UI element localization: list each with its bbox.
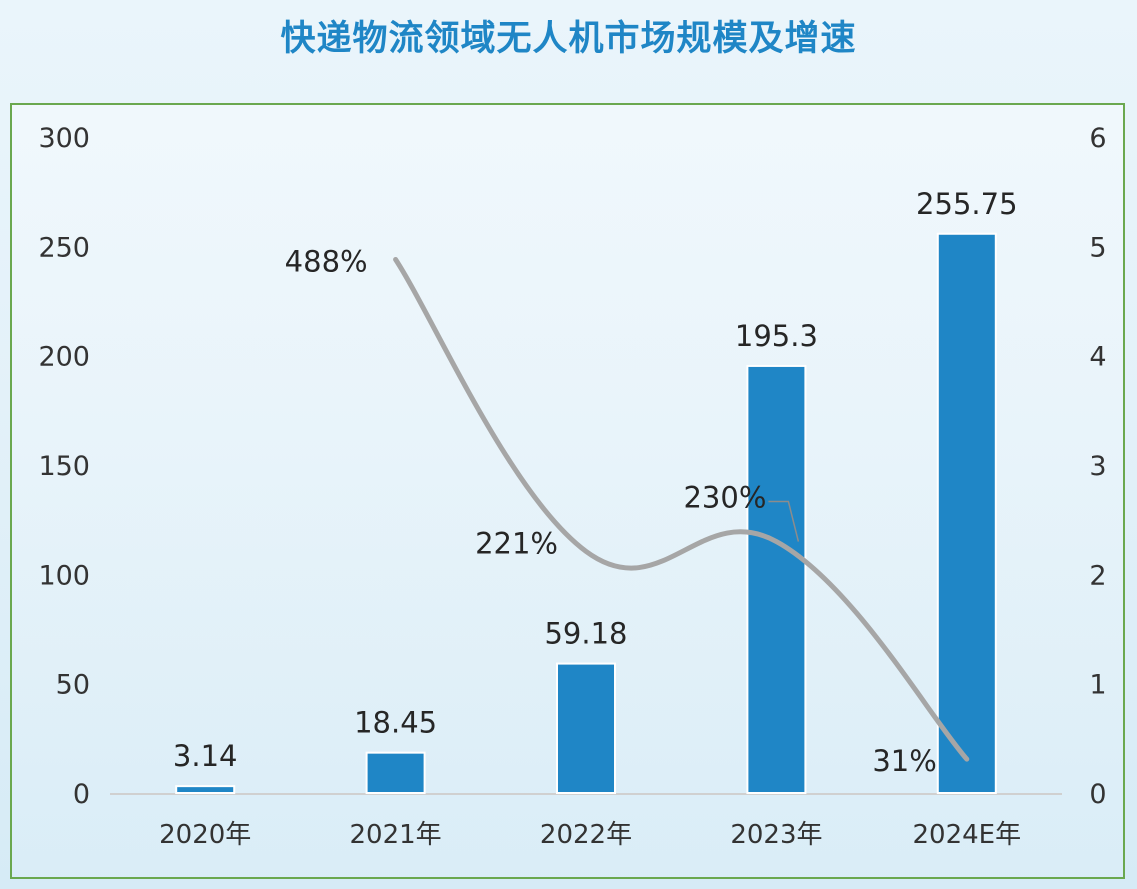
chart-title: 快递物流领域无人机市场规模及增速 <box>280 19 857 59</box>
bar <box>556 662 616 795</box>
left-axis-tick: 200 <box>38 342 90 373</box>
bar-data-label: 59.18 <box>544 617 627 651</box>
right-axis-tick: 6 <box>1089 123 1106 154</box>
x-axis-tick: 2024E年 <box>912 820 1021 850</box>
bar-data-label: 18.45 <box>354 706 437 740</box>
right-axis-tick: 0 <box>1089 779 1106 810</box>
left-axis-tick: 0 <box>73 779 90 810</box>
left-axis-tick: 100 <box>38 560 90 591</box>
right-axis: 0 1 2 3 4 5 6 <box>1089 123 1106 810</box>
bar <box>746 364 807 794</box>
left-axis-tick: 150 <box>38 451 90 482</box>
x-axis: 2020年 2021年 2022年 2023年 2024E年 <box>159 820 1021 850</box>
left-axis-tick: 300 <box>38 123 90 154</box>
x-axis-tick: 2021年 <box>350 820 442 850</box>
bar <box>365 751 426 795</box>
x-axis-tick: 2020年 <box>159 820 251 850</box>
bar-data-label: 3.14 <box>173 739 238 773</box>
bar-labels: 3.14 18.45 59.18 195.3 255.75 <box>173 187 1018 773</box>
right-axis-tick: 1 <box>1089 670 1106 701</box>
right-axis-tick: 4 <box>1089 342 1106 373</box>
left-axis-tick: 50 <box>56 670 90 701</box>
growth-rate-label: 488% <box>285 244 368 278</box>
right-axis-tick: 3 <box>1089 451 1106 482</box>
bars <box>175 232 997 795</box>
growth-rate-line <box>393 256 970 762</box>
growth-rate-label: 31% <box>872 744 936 778</box>
right-axis-tick: 2 <box>1089 560 1106 591</box>
x-axis-tick: 2023年 <box>730 820 822 850</box>
bar-data-label: 195.3 <box>735 319 818 353</box>
bar <box>175 785 236 794</box>
label-leader-line <box>768 500 800 542</box>
growth-line-layer: 488% 221% 230% 31% <box>285 244 970 778</box>
left-axis-tick: 250 <box>38 232 90 263</box>
growth-rate-label: 221% <box>475 526 558 560</box>
left-axis: 0 50 100 150 200 250 300 <box>38 123 90 810</box>
right-axis-tick: 5 <box>1089 232 1106 263</box>
growth-rate-label: 230% <box>683 481 766 515</box>
bar <box>936 232 997 794</box>
x-axis-tick: 2022年 <box>540 820 632 850</box>
bar-data-label: 255.75 <box>916 187 1017 221</box>
